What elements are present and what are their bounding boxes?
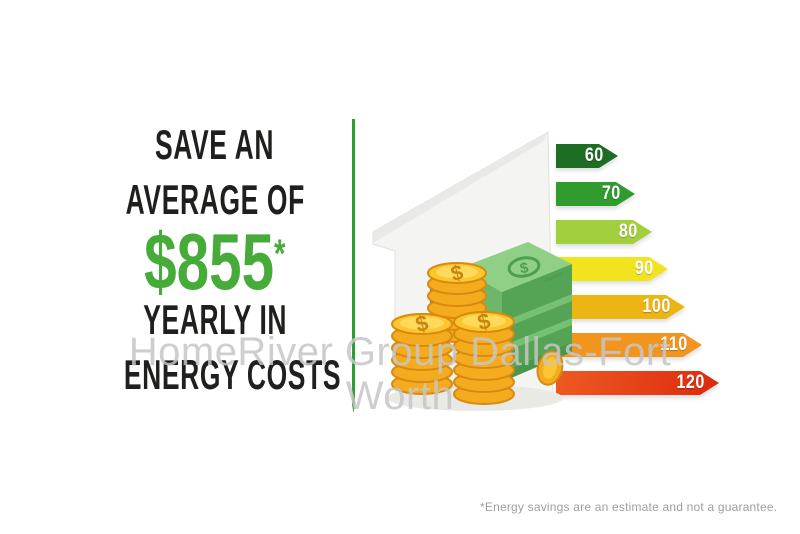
svg-text:$: $ [413,310,431,337]
rating-arrow-label: 120 [676,372,705,393]
svg-text:$: $ [475,308,493,335]
savings-amount: $855* [144,217,286,306]
headline-line-4: ENERGY COSTS [123,351,342,398]
rating-arrow-120: 120 [556,371,719,395]
rating-arrow-label: 110 [660,334,688,355]
rating-arrow-label: 70 [601,183,621,204]
headline-line-3: YEARLY IN [143,296,287,343]
rating-arrow-110: 110 [556,333,702,357]
headline-line-1: SAVE AN [155,121,275,168]
rating-arrow-label: 60 [584,145,604,166]
rating-arrow-60: 60 [556,144,618,168]
rating-arrow-label: 80 [618,221,638,242]
side-coin-icon [536,350,564,386]
rating-arrow-label: 100 [642,296,671,317]
rating-arrow-80: 80 [556,220,652,244]
rating-arrow-90: 90 [556,257,668,281]
energy-rating-scale: 60 70 80 90 100 110 120 [556,0,776,534]
rating-arrow-label: 90 [634,258,654,279]
green-divider-line [352,119,355,413]
coin-stack-left-icon: $ [391,310,453,395]
headline-line-2: AVERAGE OF [125,176,305,223]
rating-arrow-100: 100 [556,295,685,319]
amount-asterisk: * [274,232,286,276]
svg-text:$: $ [519,259,531,277]
disclaimer-text: *Energy savings are an estimate and not … [480,500,778,514]
rating-arrow-70: 70 [556,182,635,206]
house-energy-illustration: $ $ $ $ [372,130,572,411]
coin-stack-front-icon: $ [453,308,515,405]
